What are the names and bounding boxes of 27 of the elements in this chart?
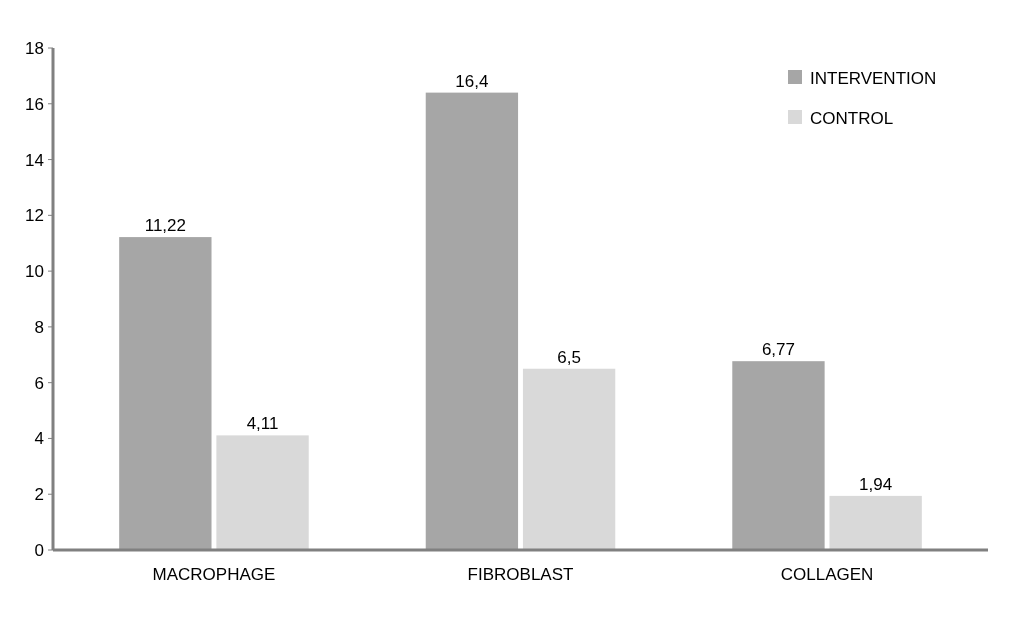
y-tick-label: 18 <box>25 38 44 58</box>
x-tick-label: FIBROBLAST <box>467 565 574 584</box>
y-tick-label: 12 <box>25 206 44 226</box>
x-tick-label: MACROPHAGE <box>152 565 276 584</box>
bar <box>425 92 519 550</box>
data-label: 1,94 <box>859 474 893 494</box>
data-label: 16,4 <box>455 71 489 91</box>
legend-label: INTERVENTION <box>810 68 937 88</box>
bar <box>829 495 922 550</box>
data-label: 4,11 <box>246 414 279 434</box>
y-tick-label: 14 <box>25 150 44 170</box>
data-label: 6,5 <box>557 347 581 367</box>
x-tick-label: COLLAGEN <box>780 565 874 584</box>
y-tick-label: 10 <box>25 262 44 282</box>
bar <box>216 435 309 550</box>
y-tick-label: 6 <box>34 373 44 393</box>
bar <box>522 368 616 550</box>
bar <box>732 361 825 550</box>
y-tick-label: 2 <box>34 485 44 505</box>
y-tick-label: 16 <box>25 94 44 114</box>
y-tick-label: 8 <box>34 317 44 337</box>
y-tick-label: 0 <box>34 540 44 560</box>
data-label: 6,77 <box>761 340 795 360</box>
data-label: 11,22 <box>144 216 186 236</box>
y-tick-label: 4 <box>34 429 44 449</box>
bar <box>119 237 212 550</box>
legend-label: CONTROL <box>810 108 894 128</box>
